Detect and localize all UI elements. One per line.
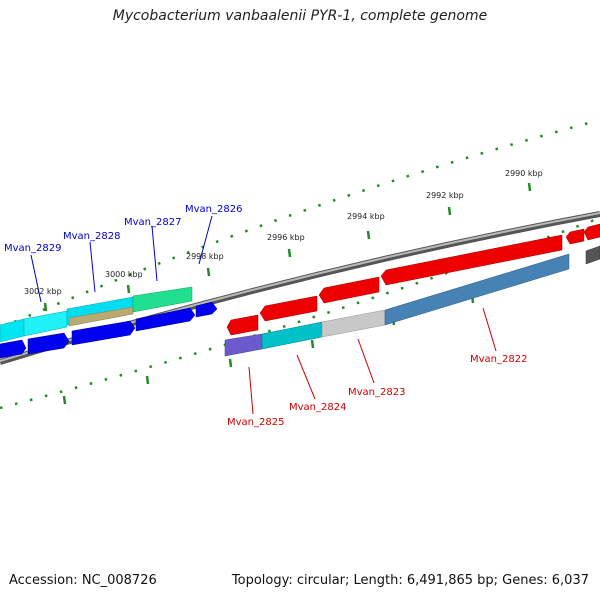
- reverse-feature-ring-2: [224, 245, 600, 357]
- scale-label: 3000 kbp: [105, 270, 143, 279]
- leader-line: [296, 354, 316, 400]
- reverse-feature-ring-1: [226, 223, 600, 336]
- forward-feature-ring-1: [0, 286, 193, 343]
- tick-major: [126, 284, 131, 294]
- leader-line: [482, 307, 497, 352]
- tick-major: [447, 206, 452, 216]
- gene-block[interactable]: [585, 245, 600, 265]
- gene-arrow[interactable]: [71, 320, 136, 346]
- gene-arrow[interactable]: [27, 332, 70, 355]
- gene-block[interactable]: [23, 310, 68, 337]
- gene-block[interactable]: [384, 253, 570, 326]
- tick-major: [206, 267, 211, 277]
- leader-line: [89, 241, 96, 293]
- reverse-gene-leaders: [248, 307, 497, 415]
- accession-text: Accession: NC_008726: [9, 573, 157, 588]
- forward-feature-ring-2: [0, 301, 218, 359]
- scale-label: 3002 kbp: [24, 287, 62, 296]
- map-title: Mycobacterium vanbaalenii PYR-1, complet…: [112, 8, 488, 24]
- tick-major: [43, 302, 48, 312]
- gene-arrow[interactable]: [0, 339, 27, 359]
- scale-label: 2998 kbp: [186, 252, 224, 261]
- inner-scale-ring: [0, 216, 600, 410]
- gene-label[interactable]: Mvan_2824: [289, 402, 346, 413]
- tick-major: [366, 230, 371, 240]
- tick-major: [145, 375, 150, 385]
- gene-label[interactable]: Mvan_2822: [470, 354, 527, 365]
- genome-summary-text: Topology: circular; Length: 6,491,865 bp…: [231, 573, 589, 588]
- scale-labels: 2990 kbp 2992 kbp 2994 kbp 2996 kbp 2998…: [24, 169, 543, 296]
- gene-label[interactable]: Mvan_2825: [227, 417, 284, 428]
- tick-major: [310, 339, 315, 349]
- gene-arrow[interactable]: [135, 307, 196, 332]
- scale-label: 2994 kbp: [347, 212, 385, 221]
- gene-block[interactable]: [224, 333, 263, 357]
- outer-scale-ring: [0, 118, 600, 330]
- gene-arrow[interactable]: [259, 295, 318, 322]
- gene-block[interactable]: [132, 286, 193, 313]
- leader-line: [357, 338, 375, 384]
- forward-gene-labels: Mvan_2826 Mvan_2827 Mvan_2828 Mvan_2829: [4, 204, 242, 254]
- gene-label[interactable]: Mvan_2829: [4, 243, 61, 254]
- gene-label[interactable]: Mvan_2826: [185, 204, 242, 215]
- reverse-gene-labels: Mvan_2822 Mvan_2823 Mvan_2824 Mvan_2825: [227, 354, 527, 428]
- gene-arrow[interactable]: [318, 276, 380, 304]
- scale-label: 2992 kbp: [426, 191, 464, 200]
- tick-major: [62, 395, 67, 405]
- leader-line: [248, 366, 254, 415]
- leader-line: [198, 215, 213, 265]
- leader-line: [151, 225, 158, 282]
- scale-label: 2996 kbp: [267, 233, 305, 242]
- gene-arrow[interactable]: [583, 223, 600, 241]
- tick-major: [527, 182, 532, 192]
- forward-gene-leaders: [30, 215, 213, 303]
- scale-label: 2990 kbp: [505, 169, 543, 178]
- gene-block[interactable]: [321, 309, 386, 338]
- gene-block[interactable]: [0, 318, 25, 343]
- gene-block[interactable]: [68, 306, 134, 327]
- tick-major: [287, 248, 292, 258]
- gene-label[interactable]: Mvan_2823: [348, 387, 405, 398]
- gene-arrow[interactable]: [565, 228, 585, 245]
- gene-label[interactable]: Mvan_2828: [63, 231, 120, 242]
- leader-line: [30, 254, 42, 303]
- gene-arrow[interactable]: [226, 314, 259, 336]
- gene-arrow[interactable]: [380, 234, 563, 286]
- gene-label[interactable]: Mvan_2827: [124, 217, 181, 228]
- gene-arrow[interactable]: [195, 301, 218, 318]
- tick-major: [228, 358, 233, 368]
